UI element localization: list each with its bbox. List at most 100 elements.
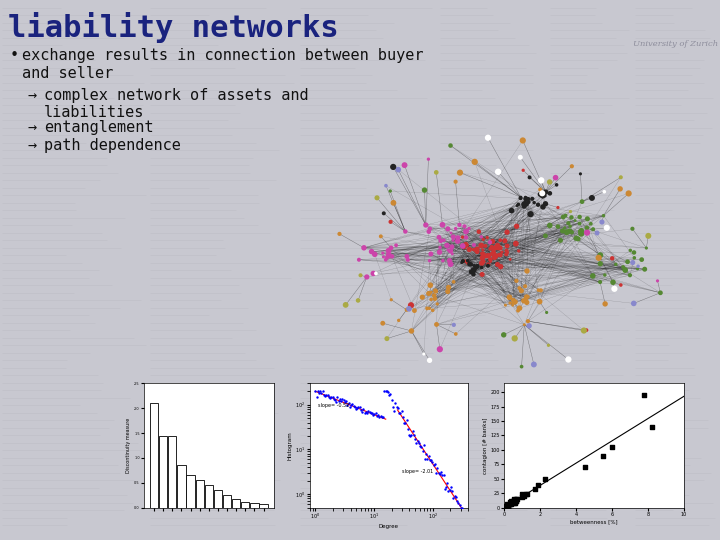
Point xyxy=(438,470,449,479)
Point xyxy=(495,244,506,252)
Point xyxy=(395,409,406,417)
Point xyxy=(374,413,385,421)
Point xyxy=(544,178,555,186)
Point xyxy=(456,233,468,241)
Point xyxy=(442,287,454,296)
Point xyxy=(469,261,480,270)
Point xyxy=(433,248,445,256)
Point xyxy=(537,202,549,211)
Point xyxy=(405,431,417,440)
Point xyxy=(418,350,430,359)
Point xyxy=(509,334,521,343)
Point xyxy=(426,288,437,296)
Point xyxy=(423,289,434,298)
Point xyxy=(423,304,435,313)
Point xyxy=(392,404,404,413)
Point xyxy=(431,469,442,477)
Point xyxy=(388,407,400,416)
Point xyxy=(500,501,511,510)
Point xyxy=(529,484,541,493)
Point xyxy=(566,213,577,222)
Point xyxy=(407,427,418,435)
Point xyxy=(468,267,480,275)
Point xyxy=(490,244,501,252)
Point xyxy=(445,247,456,255)
Point xyxy=(431,320,442,329)
Point xyxy=(477,253,488,262)
Point xyxy=(557,213,569,221)
Bar xyxy=(241,502,249,508)
Text: (c): (c) xyxy=(641,495,663,508)
Point xyxy=(524,173,536,181)
Point xyxy=(496,248,508,256)
Point xyxy=(536,189,548,198)
Text: slope= -2.01: slope= -2.01 xyxy=(402,469,433,474)
Point xyxy=(552,222,564,231)
Point xyxy=(430,286,441,295)
Point xyxy=(367,411,379,420)
Point xyxy=(375,411,387,420)
Point xyxy=(516,362,527,371)
Point xyxy=(559,224,570,232)
Point xyxy=(382,388,394,396)
Point xyxy=(380,181,392,190)
Point xyxy=(606,254,618,262)
Bar xyxy=(251,503,258,508)
Point xyxy=(535,286,546,295)
Point xyxy=(340,301,351,309)
Point xyxy=(511,222,523,231)
Point xyxy=(475,241,487,250)
Point xyxy=(500,503,512,512)
Point xyxy=(642,232,654,240)
Text: liabilities: liabilities xyxy=(44,105,145,120)
Point xyxy=(396,407,408,415)
Text: liability networks: liability networks xyxy=(8,12,338,43)
Point xyxy=(452,237,464,246)
Point xyxy=(454,168,466,177)
Point xyxy=(468,245,480,254)
Point xyxy=(641,244,652,252)
Point xyxy=(448,233,459,241)
Point xyxy=(448,278,459,286)
Point xyxy=(510,239,521,248)
Point xyxy=(576,197,588,206)
Point xyxy=(323,393,335,402)
Point xyxy=(378,253,390,261)
Point xyxy=(425,281,436,289)
Point xyxy=(315,389,327,397)
Point xyxy=(591,228,603,237)
Text: and seller: and seller xyxy=(22,66,113,81)
Point xyxy=(460,240,472,249)
Point xyxy=(361,273,372,281)
Point xyxy=(370,409,382,417)
Point xyxy=(513,306,524,315)
Point xyxy=(473,227,485,236)
Point xyxy=(468,241,480,249)
Point xyxy=(522,293,534,301)
Point xyxy=(427,306,438,315)
Point xyxy=(448,494,459,503)
Point xyxy=(359,244,370,252)
Point xyxy=(495,251,506,259)
Point xyxy=(506,206,518,215)
Point xyxy=(607,278,618,287)
Point xyxy=(540,232,552,240)
Point xyxy=(595,259,606,268)
Point xyxy=(566,228,577,237)
Point xyxy=(639,265,650,274)
Point xyxy=(381,334,392,343)
Point xyxy=(472,245,483,253)
Point xyxy=(502,248,513,257)
Point xyxy=(579,463,590,471)
Point xyxy=(523,194,534,203)
Point xyxy=(475,233,487,241)
Point xyxy=(349,403,361,412)
Point xyxy=(507,301,518,309)
Point xyxy=(383,246,395,255)
Point xyxy=(487,246,499,255)
Point xyxy=(536,176,547,185)
Point xyxy=(469,158,480,166)
Point xyxy=(419,455,431,463)
Point xyxy=(420,221,431,230)
Point xyxy=(327,393,338,401)
